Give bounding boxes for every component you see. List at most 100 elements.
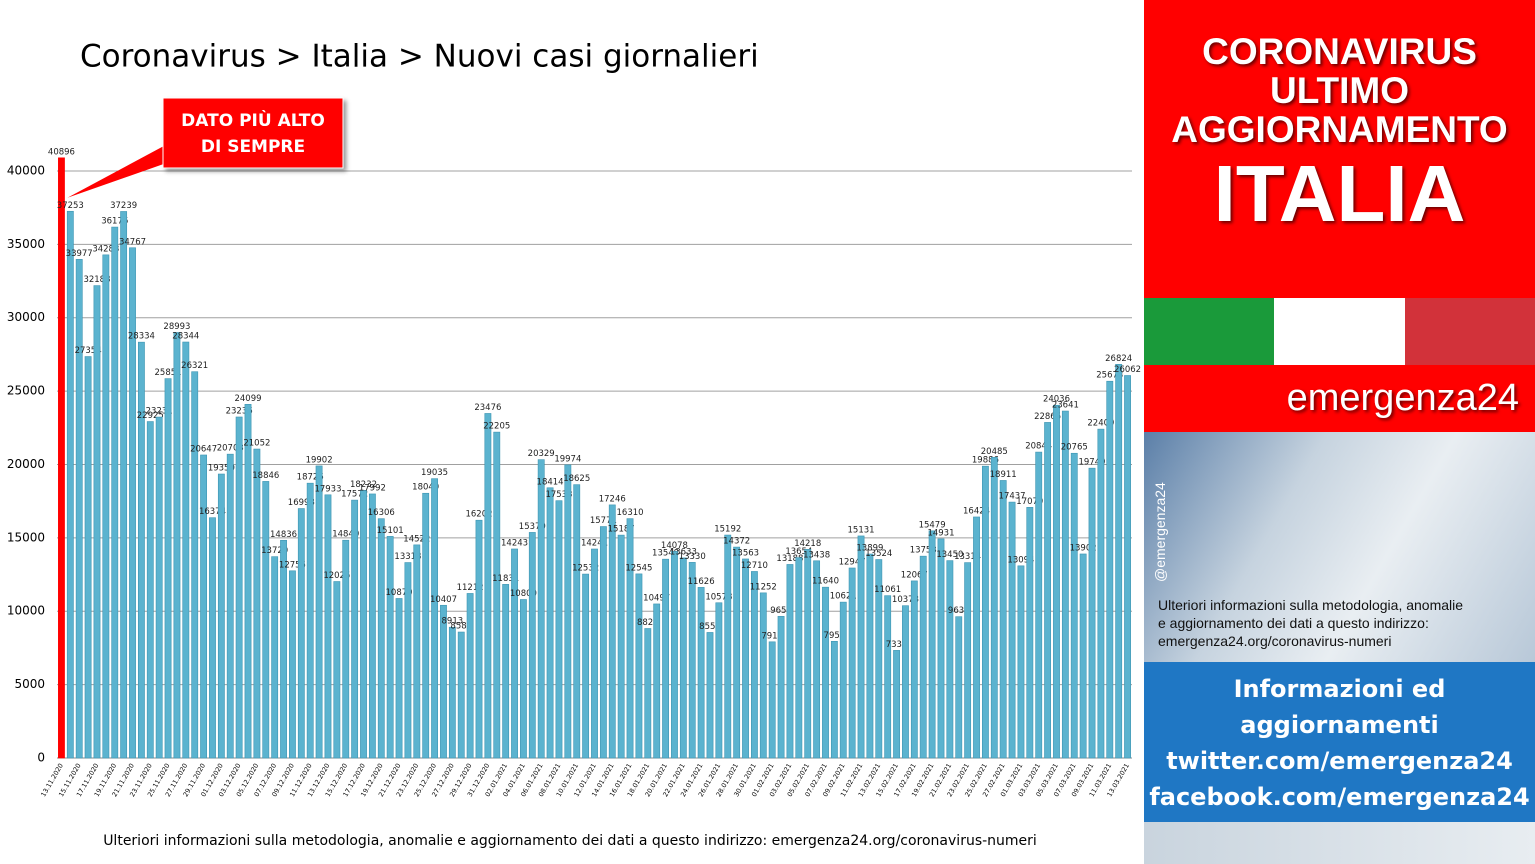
value-label: 22205 (483, 422, 510, 432)
chart-title: Coronavirus > Italia > Nuovi casi giorna… (80, 39, 759, 75)
bar (395, 598, 403, 759)
value-label: 18414 (537, 477, 564, 487)
value-label: 22925 (137, 411, 164, 421)
bar (368, 493, 376, 759)
value-label: 19902 (306, 455, 333, 465)
bar (777, 616, 785, 759)
bar (599, 526, 607, 759)
value-label: 21052 (243, 439, 270, 449)
bar (351, 499, 359, 759)
value-label: 17933 (314, 484, 341, 494)
value-label: 12067 (901, 570, 928, 580)
value-label: 13438 (803, 550, 830, 560)
bar (1124, 375, 1131, 759)
value-label: 25851 (155, 368, 182, 378)
bar (520, 599, 527, 759)
bar (120, 211, 128, 759)
value-label: 16202 (465, 510, 492, 520)
bar (75, 259, 83, 759)
bar (839, 601, 847, 759)
bar (448, 626, 456, 759)
y-tick-label: 20000 (7, 457, 45, 471)
bar (431, 478, 438, 759)
value-label: 8824 (637, 618, 659, 628)
value-label: 37253 (57, 201, 84, 211)
bar (706, 632, 714, 759)
bar (422, 492, 430, 759)
bar (1008, 501, 1016, 759)
bar (413, 544, 421, 759)
bar (653, 603, 661, 759)
value-label: 20329 (528, 449, 555, 459)
bar (573, 484, 581, 759)
bar (724, 534, 732, 759)
bar (1035, 451, 1043, 759)
value-label: 10870 (386, 588, 413, 598)
value-label: 24036 (1043, 395, 1070, 405)
links-text: twitter.com/emergenza24 (1166, 747, 1513, 775)
value-label: 13188 (776, 554, 803, 564)
bar (493, 431, 501, 759)
value-label: 14522 (403, 534, 430, 544)
bar (342, 539, 350, 759)
value-label: 7333 (886, 640, 908, 650)
bar (360, 490, 367, 759)
bar (990, 457, 998, 759)
value-label: 12025 (323, 571, 350, 581)
value-label: 28344 (172, 332, 199, 342)
bar (893, 650, 900, 759)
value-label: 14840 (332, 530, 359, 540)
value-label: 11640 (812, 577, 839, 587)
bar (93, 285, 101, 759)
links-text: aggiornamenti (1240, 711, 1439, 739)
bar (111, 226, 119, 759)
y-tick-label: 5000 (14, 677, 45, 691)
bar (795, 557, 803, 759)
bar (902, 605, 909, 759)
bar (1079, 553, 1087, 759)
value-label: 12947 (839, 557, 866, 567)
bar (200, 454, 208, 759)
bar (226, 453, 234, 759)
bar (759, 592, 767, 759)
value-label: 13450 (936, 550, 963, 560)
bar (173, 332, 181, 759)
value-label: 27354 (75, 346, 102, 356)
value-label: 13633 (670, 547, 697, 557)
bar (751, 571, 758, 759)
value-label: 10800 (510, 589, 537, 599)
value-label: 9653 (770, 606, 792, 616)
bar (804, 549, 812, 759)
bar (955, 616, 963, 759)
annotation-text: DI SEMPRE (201, 137, 305, 157)
bar (875, 559, 883, 759)
value-label: 17992 (359, 483, 386, 493)
bar (546, 487, 554, 759)
value-label: 22865 (1034, 412, 1061, 422)
bar (146, 421, 154, 759)
bar (848, 567, 856, 759)
bar (1088, 467, 1096, 759)
bar (182, 341, 190, 759)
bar (1026, 507, 1034, 759)
bar (1070, 452, 1078, 759)
value-label: 14218 (794, 539, 821, 549)
bar (671, 551, 678, 759)
bar (1053, 404, 1060, 759)
value-label: 17437 (999, 492, 1026, 502)
bar (297, 508, 305, 759)
bar (555, 500, 563, 759)
value-label: 32188 (83, 275, 110, 285)
value-label: 20765 (1061, 443, 1088, 453)
bar (235, 416, 243, 759)
y-tick-label: 10000 (7, 604, 45, 618)
bar (973, 516, 980, 759)
bar (102, 254, 110, 759)
value-label: 11831 (492, 574, 519, 584)
value-label: 15131 (848, 525, 875, 535)
value-label: 18625 (563, 474, 590, 484)
y-tick-label: 40000 (7, 163, 45, 177)
bar (635, 573, 643, 759)
value-label: 13318 (394, 552, 421, 562)
value-label: 13330 (679, 552, 706, 562)
